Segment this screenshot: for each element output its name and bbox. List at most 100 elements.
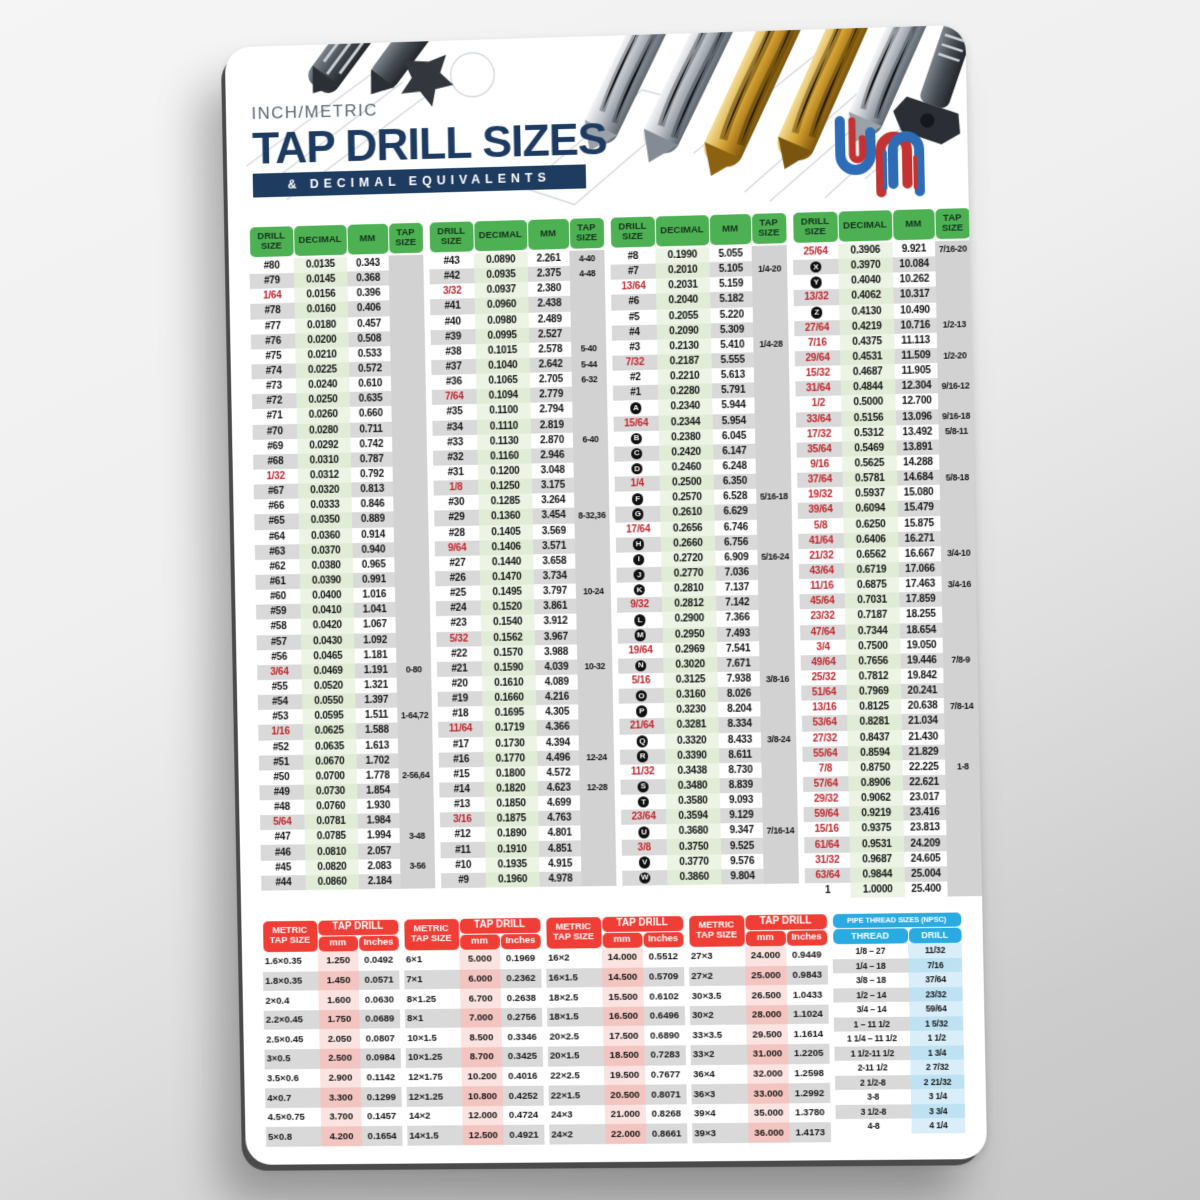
drill-size-cell: 55/64: [802, 745, 849, 762]
mm-subheader: mm: [601, 932, 643, 948]
tap-size-header: TAP SIZE: [934, 208, 970, 240]
drill-size-cell: 53/64: [801, 715, 848, 732]
pipe-thread-cell: 2-11 1/2: [857, 1062, 888, 1073]
mm-cell: 0.742: [359, 438, 384, 451]
mm-subheader: mm: [317, 935, 358, 952]
mm-cell: 2.870: [539, 434, 565, 447]
decimal-cell: 0.0625: [302, 723, 357, 740]
tap-drill-header: TAP DRILL: [459, 917, 541, 934]
mm-cell: 0.940: [352, 541, 395, 558]
mm-cell: 8.611: [718, 747, 762, 763]
decimal-cell: 0.3970: [838, 257, 894, 275]
decimal-cell: 0.4219: [839, 318, 895, 336]
decimal-cell: 0.3390: [664, 747, 720, 764]
mm-cell: 0.813: [351, 481, 394, 498]
tap-size-cell: 5/16-18: [756, 488, 792, 505]
mm-cell: 13.891: [896, 439, 940, 456]
drill-size-cell: A: [613, 400, 658, 416]
decimal-cell: 0.2280: [657, 383, 713, 401]
drill-size-cell: #34: [432, 419, 478, 436]
tap-size-cell: 5-44: [571, 355, 607, 372]
metric-tap-size-cell: 20×2.5: [549, 1031, 580, 1043]
tap-drill-mm-cell: 2.050: [319, 1029, 361, 1049]
drill-size-cell: 1/64: [262, 290, 282, 302]
mm-cell: 25.004: [904, 866, 948, 882]
tap-drill-inches-cell: 0.6496: [643, 1006, 686, 1027]
tap-size-cell: 1-8: [944, 758, 981, 775]
decimal-cell: 0.0960: [474, 297, 529, 314]
mm-cell: 24.605: [910, 853, 941, 865]
drill-size-cell: #46: [260, 844, 306, 861]
decimal-header: DECIMAL: [293, 224, 347, 257]
tap-size-cell: [574, 492, 610, 508]
mm-cell: 10.262: [899, 273, 930, 286]
decimal-cell: 0.6406: [843, 531, 899, 548]
tap-size-cell: [763, 852, 799, 869]
decimal-cell: 0.1820: [483, 780, 538, 797]
mm-cell: 7.541: [725, 643, 751, 655]
decimal-cell: 0.2812: [661, 596, 717, 613]
pipe-thread-cell: 1/4 – 18: [832, 957, 909, 974]
drill-size-cell: 7/64: [431, 389, 477, 406]
drill-size-cell: 23/32: [810, 611, 835, 623]
decimal-cell: 0.1570: [481, 644, 536, 661]
drill-size-cell: 19/64: [628, 644, 653, 657]
mm-cell: 1.041: [353, 602, 396, 619]
pipe-drill-cell: 4 1/4: [911, 1117, 966, 1134]
mm-cell: 0.787: [350, 451, 393, 468]
drill-size-cell: 33/64: [795, 411, 842, 428]
drill-size-cell: V: [622, 855, 667, 871]
decimal-cell: 0.1935: [485, 856, 540, 873]
mm-cell: 1.854: [357, 783, 399, 799]
drill-size-cell: #38: [445, 346, 462, 358]
mm-cell: 0.343: [355, 257, 380, 270]
mm-cell: 5.410: [720, 339, 745, 352]
tap-size-cell: [756, 518, 793, 535]
tap-size-cell: [579, 764, 615, 781]
decimal-cell: 0.0370: [299, 542, 353, 559]
tap-drill-mm-cell: 33.000: [747, 1083, 790, 1104]
pipe-drill-cell: 7/16: [908, 957, 963, 973]
tap-size-cell: [571, 386, 608, 403]
metric-tap-size-cell: 36×3: [691, 1083, 748, 1105]
decimal-cell: 0.8750: [848, 760, 903, 777]
tap-drill-inches-cell: 1.1614: [793, 1028, 824, 1040]
drill-size-cell: D: [614, 461, 659, 477]
drill-size-cell: 31/32: [815, 854, 840, 866]
pipe-thread-table: PIPE THREAD SIZES (NPSC) THREAD DRILL 1/8 –…: [832, 912, 966, 1134]
tap-size-cell: [758, 624, 795, 641]
drill-size-cell: 3/32: [442, 285, 462, 298]
tap-size-cell: [572, 416, 608, 433]
decimal-cell: 0.5000: [840, 394, 896, 412]
decimal-cell: 0.1405: [479, 523, 534, 541]
tap-size-cell: [394, 586, 430, 603]
mm-cell: 0.610: [358, 378, 383, 390]
drill-size-cell: 3/4: [816, 641, 830, 653]
tap-size-cell: [755, 473, 792, 489]
drill-size-cell: 7/8: [818, 763, 833, 775]
decimal-cell: 0.3750: [666, 838, 722, 855]
decimal-cell: 0.1800: [483, 765, 538, 782]
mm-cell: 8.433: [727, 734, 753, 746]
pipe-drill-cell: 23/32: [908, 986, 963, 1002]
decimal-cell: 0.3125: [663, 671, 718, 689]
decimal-cell: 0.3438: [665, 762, 720, 779]
tap-size-cell: [575, 552, 611, 569]
decimal-cell: 0.2344: [658, 414, 713, 431]
drill-size-cell: #69: [267, 440, 284, 453]
tap-size-cell: [753, 366, 790, 383]
tap-drill-mm-cell: 3.300: [320, 1087, 362, 1108]
tap-size-cell: [752, 290, 788, 307]
decimal-cell: 0.1562: [481, 629, 536, 646]
tap-size-cell: [945, 789, 982, 806]
drill-size-cell: #32: [432, 449, 478, 466]
pipe-drill-cell: 59/64: [909, 1001, 964, 1017]
tap-size-cell: [762, 837, 799, 854]
mm-cell: 5.555: [711, 352, 754, 369]
tap-size-cell: 5/16-24: [757, 548, 793, 565]
tap-size-cell: [395, 616, 431, 633]
drill-size-cell: #48: [273, 801, 291, 814]
tap-size-cell: [570, 325, 607, 342]
tap-size-cell: [751, 245, 787, 262]
mm-cell: 11.113: [901, 334, 931, 347]
